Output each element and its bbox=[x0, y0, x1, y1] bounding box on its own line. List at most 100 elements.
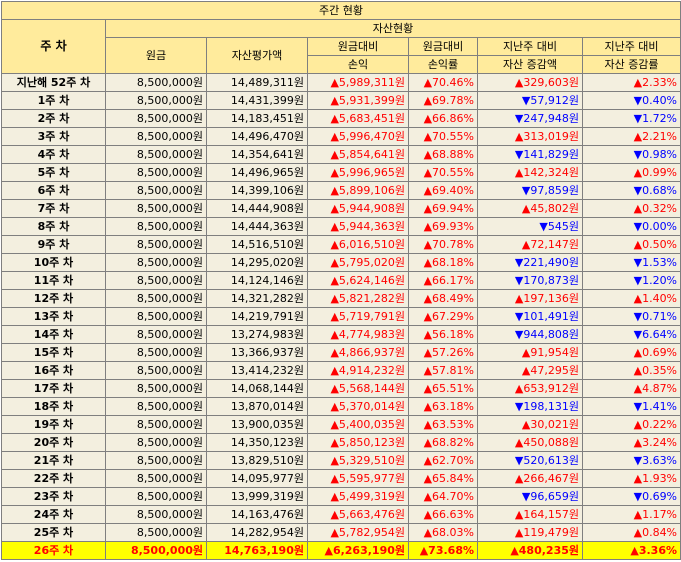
valuation-cell: 14,163,476원 bbox=[206, 505, 308, 524]
principal-cell: 8,500,000원 bbox=[105, 325, 207, 344]
change-amount-cell: ▼545원 bbox=[477, 217, 583, 236]
rate-column-header-line1: 원금대비 bbox=[408, 37, 478, 56]
valuation-cell: 14,068,144원 bbox=[206, 379, 308, 398]
table-row: 3주 차 8,500,000원 14,496,470원 ▲5,996,470원 ▲70.… bbox=[1, 127, 681, 146]
wow-amount-column-header-line2: 자산 증감액 bbox=[477, 55, 583, 74]
change-percent-cell: ▲0.99% bbox=[581, 163, 681, 182]
pl-cell: ▲4,866,937원 bbox=[307, 343, 409, 362]
table-row: 1주 차 8,500,000원 14,431,399원 ▲5,931,399원 ▲69.… bbox=[1, 91, 681, 110]
table-row: 10주 차 8,500,000원 14,295,020원 ▲5,795,020원 ▲68… bbox=[1, 253, 681, 272]
pl-cell: ▲5,944,908원 bbox=[307, 199, 409, 218]
table-row: 17주 차 8,500,000원 14,068,144원 ▲5,568,144원 ▲65… bbox=[1, 379, 681, 398]
rate-cell: ▲68.18% bbox=[408, 253, 478, 272]
change-percent-cell: ▼1.72% bbox=[581, 109, 681, 128]
week-cell: 3주 차 bbox=[1, 127, 106, 146]
week-cell: 1주 차 bbox=[1, 91, 106, 110]
week-cell: 10주 차 bbox=[1, 253, 106, 272]
asset-status-group-header: 자산현황 bbox=[104, 19, 681, 38]
rate-cell: ▲66.63% bbox=[408, 505, 478, 524]
principal-cell: 8,500,000원 bbox=[105, 91, 207, 110]
table-row: 5주 차 8,500,000원 14,496,965원 ▲5,996,965원 ▲70.… bbox=[1, 163, 681, 182]
valuation-cell: 14,183,451원 bbox=[206, 109, 308, 128]
valuation-cell: 14,095,977원 bbox=[206, 469, 308, 488]
principal-cell: 8,500,000원 bbox=[105, 127, 207, 146]
change-percent-cell: ▼0.40% bbox=[581, 91, 681, 110]
table-title: 주간 현황 bbox=[0, 1, 681, 20]
valuation-cell: 14,219,791원 bbox=[206, 307, 308, 326]
week-cell: 6주 차 bbox=[1, 181, 106, 200]
pl-cell: ▲5,996,965원 bbox=[307, 163, 409, 182]
principal-cell: 8,500,000원 bbox=[105, 109, 207, 128]
week-cell: 17주 차 bbox=[1, 379, 106, 398]
rate-cell: ▲69.93% bbox=[408, 217, 478, 236]
rate-cell: ▲65.84% bbox=[408, 469, 478, 488]
change-percent-cell: ▲0.50% bbox=[581, 235, 681, 254]
principal-cell: 8,500,000원 bbox=[105, 163, 207, 182]
rate-cell: ▲57.81% bbox=[408, 361, 478, 380]
table-row: 22주 차 8,500,000원 14,095,977원 ▲5,595,977원 ▲65… bbox=[1, 469, 681, 488]
change-amount-cell: ▼96,659원 bbox=[477, 487, 583, 506]
change-amount-cell: ▲197,136원 bbox=[477, 289, 583, 308]
rate-cell: ▲66.86% bbox=[408, 109, 478, 128]
rate-cell: ▲69.78% bbox=[408, 91, 478, 110]
change-percent-cell: ▼0.98% bbox=[581, 145, 681, 164]
rate-cell: ▲68.03% bbox=[408, 523, 478, 542]
principal-cell: 8,500,000원 bbox=[105, 541, 207, 560]
pl-cell: ▲5,854,641원 bbox=[307, 145, 409, 164]
rate-cell: ▲68.88% bbox=[408, 145, 478, 164]
valuation-cell: 13,999,319원 bbox=[206, 487, 308, 506]
principal-cell: 8,500,000원 bbox=[105, 199, 207, 218]
change-amount-cell: ▲47,295원 bbox=[477, 361, 583, 380]
valuation-cell: 14,399,106원 bbox=[206, 181, 308, 200]
change-amount-cell: ▼170,873원 bbox=[477, 271, 583, 290]
principal-cell: 8,500,000원 bbox=[105, 415, 207, 434]
week-cell: 22주 차 bbox=[1, 469, 106, 488]
week-column-header: 주 차 bbox=[1, 19, 106, 74]
pl-cell: ▲5,899,106원 bbox=[307, 181, 409, 200]
table-row: 21주 차 8,500,000원 13,829,510원 ▲5,329,510원 ▲62… bbox=[1, 451, 681, 470]
principal-cell: 8,500,000원 bbox=[105, 505, 207, 524]
change-percent-cell: ▼3.63% bbox=[581, 451, 681, 470]
week-cell: 4주 차 bbox=[1, 145, 106, 164]
valuation-cell: 13,274,983원 bbox=[206, 325, 308, 344]
change-amount-cell: ▲329,603원 bbox=[477, 73, 583, 92]
table-row: 12주 차 8,500,000원 14,321,282원 ▲5,821,282원 ▲68… bbox=[1, 289, 681, 308]
rate-cell: ▲68.49% bbox=[408, 289, 478, 308]
rate-cell: ▲64.70% bbox=[408, 487, 478, 506]
table-row: 8주 차 8,500,000원 14,444,363원 ▲5,944,363원 ▲69.… bbox=[1, 217, 681, 236]
change-percent-cell: ▲2.33% bbox=[581, 73, 681, 92]
rate-cell: ▲70.55% bbox=[408, 163, 478, 182]
principal-cell: 8,500,000원 bbox=[105, 379, 207, 398]
table-row: 23주 차 8,500,000원 13,999,319원 ▲5,499,319원 ▲64… bbox=[1, 487, 681, 506]
week-cell: 7주 차 bbox=[1, 199, 106, 218]
valuation-cell: 14,444,908원 bbox=[206, 199, 308, 218]
principal-cell: 8,500,000원 bbox=[105, 451, 207, 470]
change-percent-cell: ▲0.32% bbox=[581, 199, 681, 218]
change-amount-cell: ▼247,948원 bbox=[477, 109, 583, 128]
valuation-cell: 14,354,641원 bbox=[206, 145, 308, 164]
table-row: 7주 차 8,500,000원 14,444,908원 ▲5,944,908원 ▲69.… bbox=[1, 199, 681, 218]
principal-cell: 8,500,000원 bbox=[105, 253, 207, 272]
table-row: 13주 차 8,500,000원 14,219,791원 ▲5,719,791원 ▲67… bbox=[1, 307, 681, 326]
week-cell: 2주 차 bbox=[1, 109, 106, 128]
rate-cell: ▲73.68% bbox=[408, 541, 478, 560]
change-percent-cell: ▼6.64% bbox=[581, 325, 681, 344]
week-cell: 20주 차 bbox=[1, 433, 106, 452]
pl-cell: ▲5,595,977원 bbox=[307, 469, 409, 488]
principal-cell: 8,500,000원 bbox=[105, 343, 207, 362]
table-row: 4주 차 8,500,000원 14,354,641원 ▲5,854,641원 ▲68.… bbox=[1, 145, 681, 164]
principal-cell: 8,500,000원 bbox=[105, 217, 207, 236]
wow-percent-column-header-line2: 자산 증감률 bbox=[581, 55, 681, 74]
week-cell: 24주 차 bbox=[1, 505, 106, 524]
change-amount-cell: ▲30,021원 bbox=[477, 415, 583, 434]
pl-cell: ▲5,499,319원 bbox=[307, 487, 409, 506]
week-cell: 18주 차 bbox=[1, 397, 106, 416]
pl-cell: ▲5,944,363원 bbox=[307, 217, 409, 236]
change-percent-cell: ▲2.21% bbox=[581, 127, 681, 146]
valuation-cell: 13,900,035원 bbox=[206, 415, 308, 434]
principal-cell: 8,500,000원 bbox=[105, 145, 207, 164]
valuation-cell: 14,124,146원 bbox=[206, 271, 308, 290]
pl-cell: ▲6,263,190원 bbox=[307, 541, 409, 560]
valuation-cell: 14,516,510원 bbox=[206, 235, 308, 254]
